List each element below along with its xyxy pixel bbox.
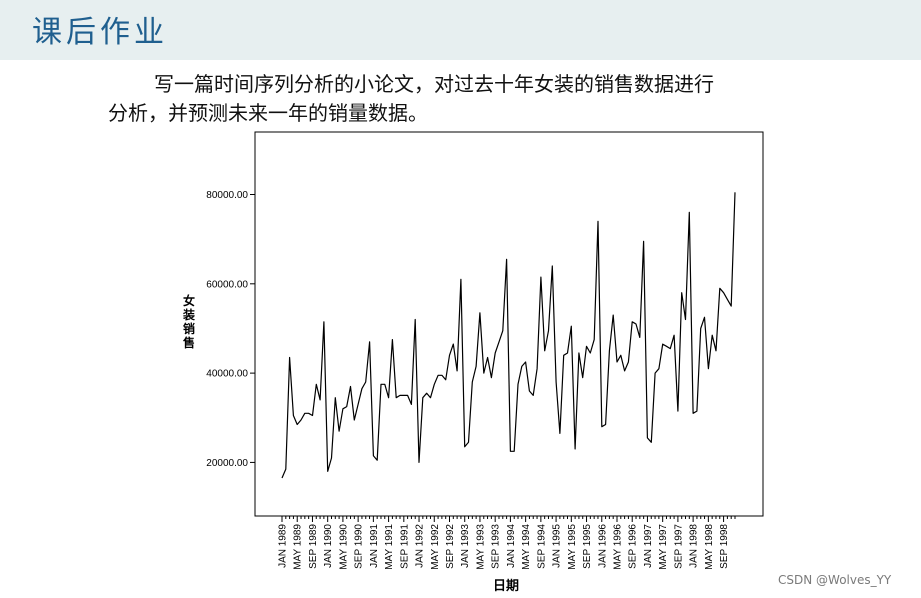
x-tick-label: SEP 1991: [399, 524, 410, 569]
x-tick-label: SEP 1990: [354, 524, 365, 569]
x-tick-label: JAN 1989: [278, 524, 289, 568]
x-tick-label: SEP 1992: [445, 524, 456, 569]
sales-series-line: [281, 192, 736, 479]
x-tick-label: JAN 1991: [369, 524, 380, 568]
x-tick-label: SEP 1996: [628, 524, 639, 569]
x-tick-label: SEP 1995: [582, 524, 593, 569]
sales-line-chart: 20000.00 40000.00 60000.00 80000.00 JAN 1989…: [182, 131, 764, 594]
x-tick-label: JAN 1998: [689, 524, 700, 568]
x-tick-label: JAN 1997: [643, 524, 654, 568]
x-tick-label: MAY 1994: [521, 524, 532, 570]
x-tick-label: JAN 1990: [323, 524, 334, 568]
y-tick-label: 40000.00: [206, 369, 248, 380]
x-tick-label: JAN 1993: [460, 524, 471, 568]
chart-container: 20000.00 40000.00 60000.00 80000.00 JAN 1989…: [162, 128, 764, 596]
assignment-line-2: 分析，并预测未来一年的销量数据。: [108, 101, 428, 125]
x-tick-label: MAY 1992: [430, 524, 441, 570]
y-tick-label: 60000.00: [206, 279, 248, 290]
x-tick-label: MAY 1990: [338, 524, 349, 570]
x-tick-label: SEP 1994: [536, 524, 547, 569]
x-tick-label: JAN 1992: [415, 524, 426, 568]
x-tick-label: MAY 1989: [293, 524, 304, 570]
y-axis-label-char: 售: [183, 335, 195, 350]
x-tick-label: SEP 1989: [308, 524, 319, 569]
x-tick-label: MAY 1997: [658, 524, 669, 570]
x-tick-label: MAY 1998: [704, 524, 715, 570]
x-tick-label: JAN 1996: [597, 524, 608, 568]
x-tick-label: MAY 1996: [612, 524, 623, 570]
assignment-line-1: 写一篇时间序列分析的小论文，对过去十年女装的销售数据进行: [154, 72, 714, 96]
y-axis-label-char: 装: [182, 307, 195, 322]
watermark: CSDN @Wolves_YY: [778, 573, 892, 587]
header-bar: 课后作业: [0, 0, 921, 60]
x-tick-label: MAY 1995: [567, 524, 578, 570]
x-tick-label: MAY 1993: [475, 524, 486, 570]
x-tick-label: MAY 1991: [384, 524, 395, 570]
x-tick-label: JAN 1995: [552, 524, 563, 568]
x-axis-label: 日期: [493, 579, 519, 594]
y-tick-label: 20000.00: [206, 458, 248, 469]
assignment-text: 写一篇时间序列分析的小论文，对过去十年女装的销售数据进行 分析，并预测未来一年的…: [108, 70, 828, 128]
page-title: 课后作业: [32, 15, 168, 50]
y-tick-label: 80000.00: [206, 190, 248, 201]
x-tick-label: JAN 1994: [506, 524, 517, 568]
x-tick-label: SEP 1993: [491, 524, 502, 569]
x-tick-label: SEP 1998: [719, 524, 730, 569]
x-tick-label: SEP 1997: [673, 524, 684, 569]
plot-frame: [254, 131, 764, 517]
y-axis-label-char: 女: [183, 293, 195, 308]
y-axis-label-char: 销: [183, 321, 195, 336]
